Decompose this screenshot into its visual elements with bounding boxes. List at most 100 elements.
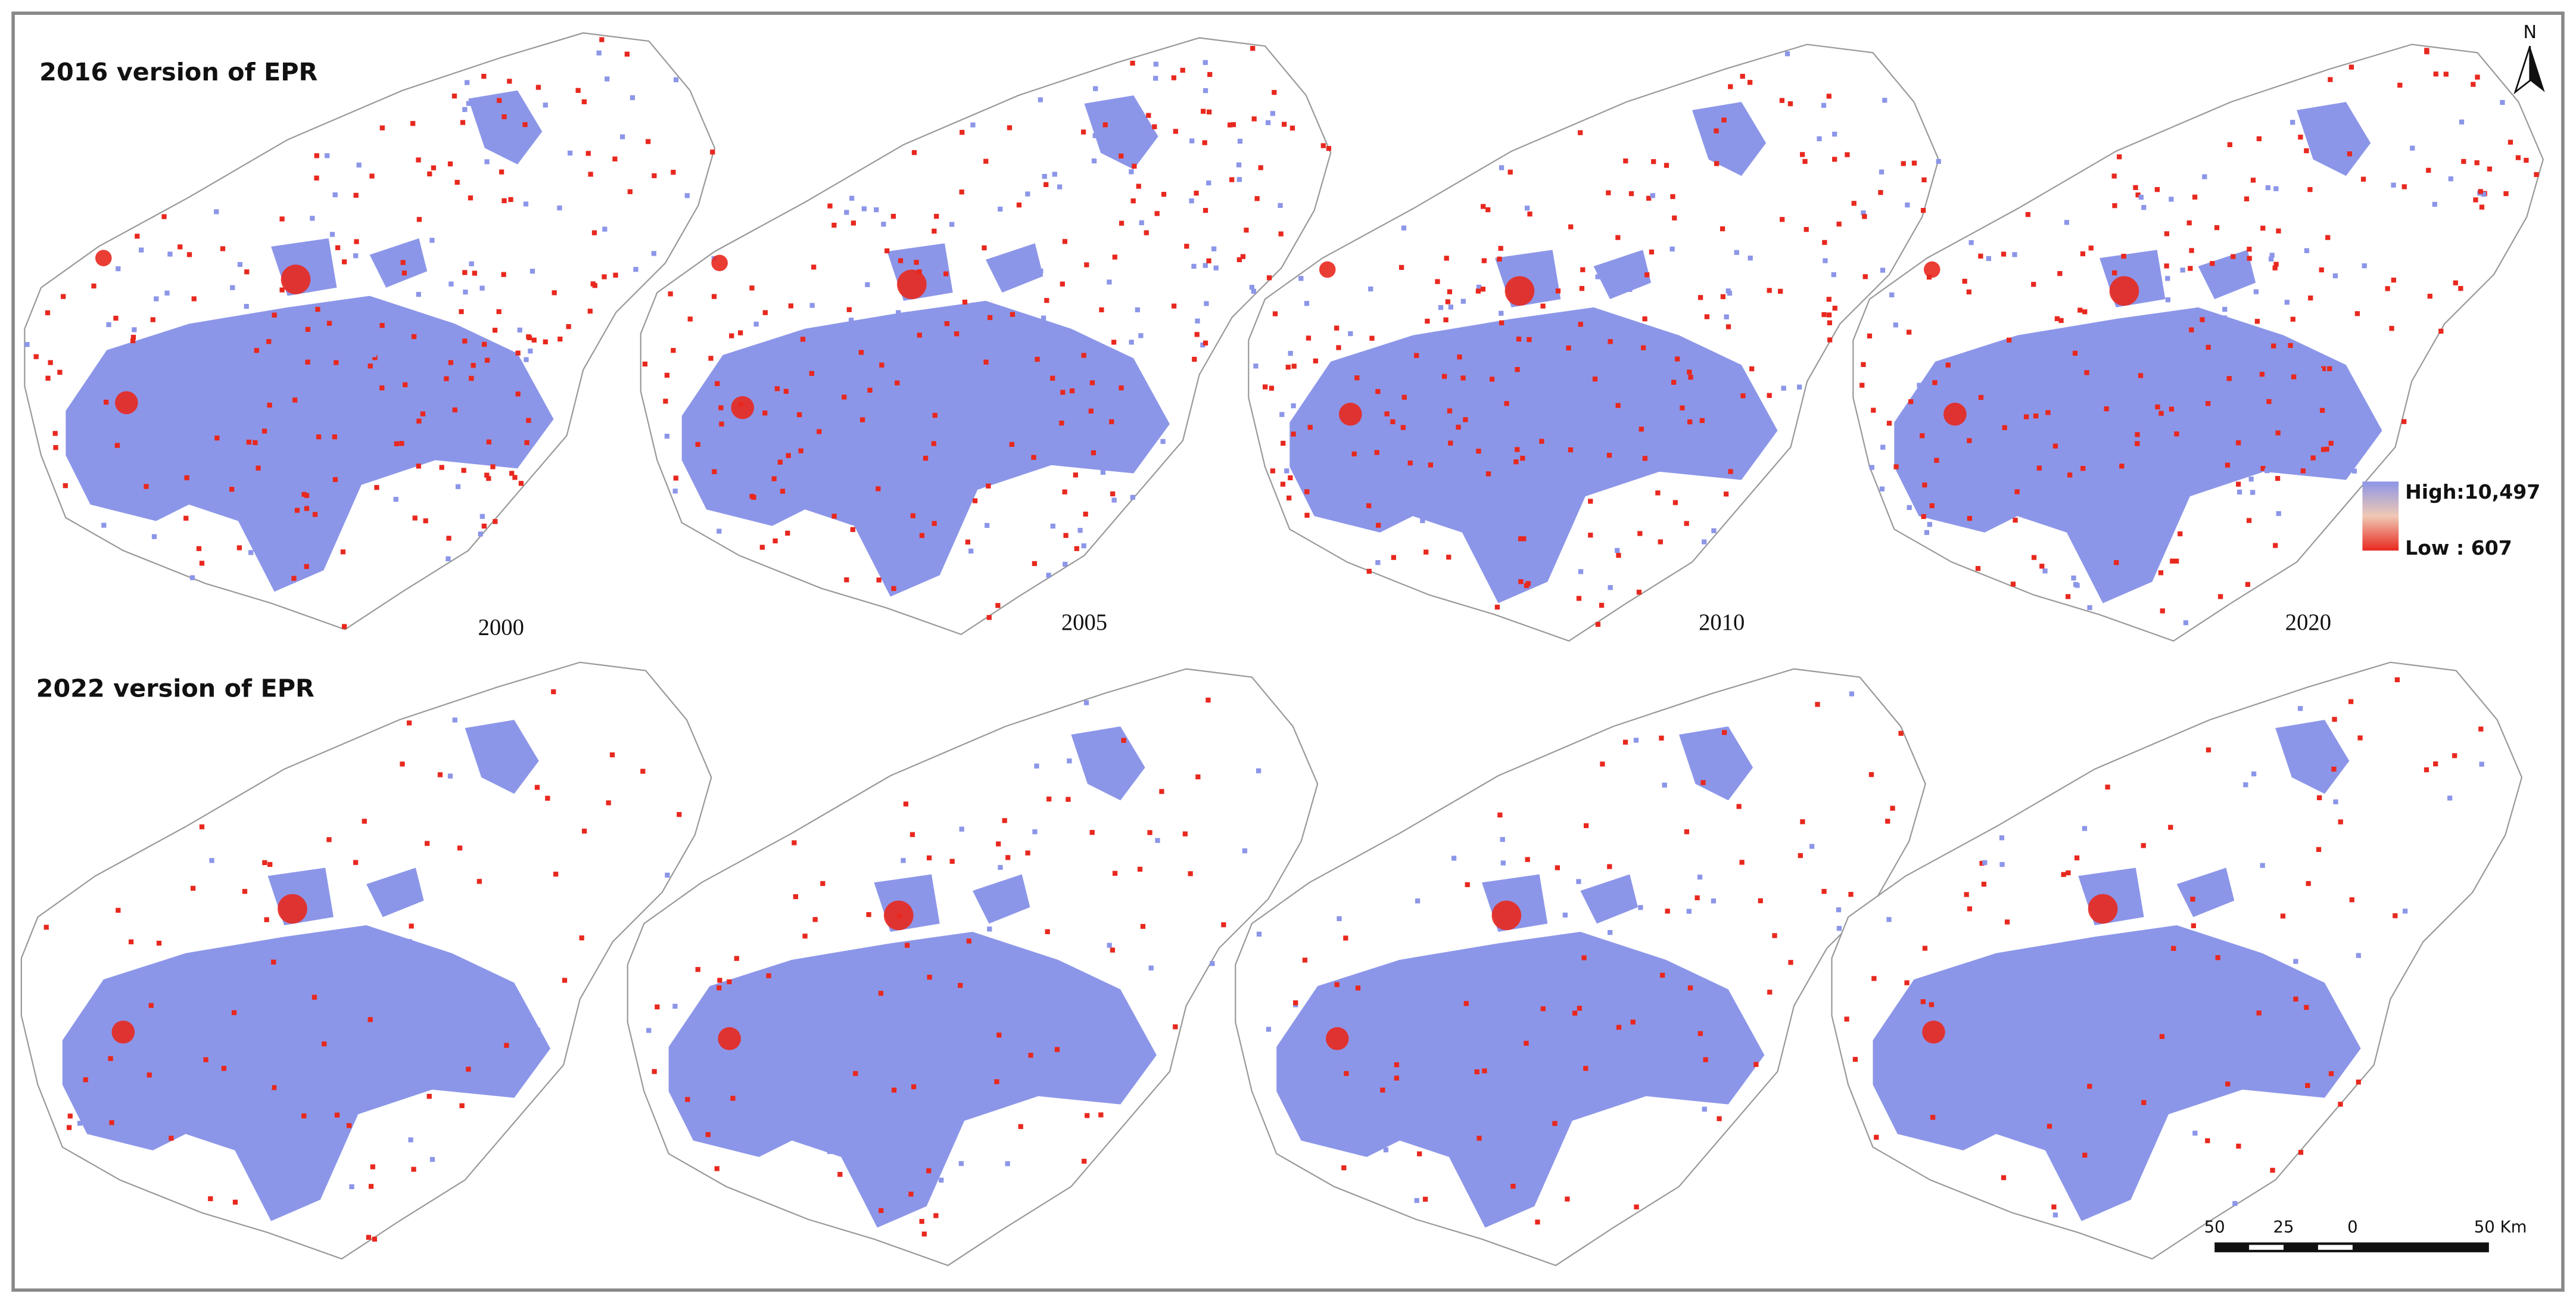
epr-cell [1025, 191, 1030, 197]
low-epr-cell [1121, 738, 1126, 743]
low-epr-cell [1231, 122, 1236, 127]
low-epr-cell [1084, 262, 1089, 268]
low-epr-cell [2389, 326, 2394, 331]
epr-cell [1578, 569, 1584, 574]
low-epr-cell [932, 412, 937, 418]
low-epr-cell [2331, 766, 2337, 772]
low-epr-cell [416, 418, 422, 424]
low-epr-cell [346, 1123, 352, 1128]
low-epr-cell [272, 312, 277, 318]
low-epr-cell [1616, 1025, 1622, 1030]
low-epr-cell [1822, 240, 1827, 245]
low-epr-cell [792, 840, 797, 845]
low-epr-cell [2114, 560, 2119, 565]
low-epr-cell [1922, 946, 1928, 951]
epr-cell [2071, 576, 2076, 581]
low-epr-cell [1723, 492, 1729, 497]
low-epr-cell [256, 465, 261, 471]
low-epr-cell [1291, 363, 1297, 369]
low-epr-cell [1739, 860, 1745, 865]
low-epr-cell [53, 445, 58, 450]
low-epr-cell [1010, 312, 1016, 317]
epr-cell [1634, 360, 1639, 365]
low-epr-cell [2452, 753, 2457, 758]
epr-cell [209, 858, 214, 863]
low-epr-cell [484, 357, 490, 363]
low-epr-cell [369, 173, 375, 179]
low-epr-cell [508, 197, 513, 203]
epr-cell [1692, 1013, 1697, 1018]
epr-cell [2171, 436, 2176, 441]
epr-cell [1046, 573, 1051, 578]
low-epr-cell [379, 125, 385, 130]
low-epr-cell [1507, 169, 1513, 175]
low-epr-cell [1475, 288, 1481, 294]
low-epr-cell [727, 979, 732, 985]
low-epr-cell [459, 1103, 465, 1109]
low-epr-cluster [1943, 402, 1967, 426]
epr-cell [408, 1137, 413, 1143]
low-epr-cell [1425, 318, 1430, 324]
high-epr-area [1678, 726, 1753, 801]
epr-cell [418, 1012, 423, 1018]
epr-cell [2264, 468, 2270, 474]
low-epr-cell [1736, 804, 1742, 809]
low-epr-cell [439, 465, 444, 470]
low-epr-cell [1826, 312, 1832, 318]
low-epr-cell [1031, 455, 1036, 460]
epr-cell [1298, 276, 1304, 281]
low-epr-cluster [95, 250, 112, 266]
low-epr-cell [183, 515, 189, 521]
low-epr-cell [466, 1066, 471, 1072]
low-epr-cell [342, 624, 347, 629]
low-epr-cell [1513, 459, 1519, 465]
epr-cell [739, 474, 745, 480]
low-epr-cell [1132, 163, 1137, 169]
low-epr-cell [304, 506, 310, 511]
low-epr-cell [1684, 829, 1690, 835]
low-epr-cell [1474, 1069, 1479, 1075]
high-epr-area [468, 90, 543, 164]
low-epr-cell [1456, 424, 1461, 430]
epr-cell [811, 465, 816, 471]
low-epr-cell [1278, 231, 1284, 237]
epr-cell [1337, 916, 1342, 922]
low-epr-cell [1740, 393, 1746, 399]
epr-cell [214, 209, 219, 214]
epr-cell [502, 396, 507, 402]
epr-cell [1699, 1043, 1704, 1049]
low-epr-cell [2328, 77, 2333, 82]
epr-cell [1879, 486, 1885, 492]
epr-cell [418, 403, 424, 408]
low-epr-cell [1687, 985, 1693, 991]
low-epr-cell [1445, 299, 1451, 304]
epr-cell [308, 540, 314, 546]
epr-cell [646, 1028, 652, 1033]
low-epr-cell [717, 985, 722, 991]
epr-cell [1438, 305, 1444, 310]
epr-cell [1889, 292, 1895, 298]
low-epr-cell [2051, 1204, 2057, 1209]
low-epr-cell [642, 361, 648, 367]
low-epr-cell [2189, 248, 2194, 253]
low-epr-cell [1670, 194, 1675, 200]
high-epr-area [2297, 102, 2371, 176]
epr-cell [2323, 384, 2329, 390]
low-epr-cell [1753, 1062, 1759, 1067]
low-epr-cell [1254, 196, 1260, 201]
low-epr-cell [853, 1071, 858, 1076]
low-epr-cell [846, 307, 852, 312]
epr-cell [2192, 1130, 2198, 1136]
low-epr-cell [2236, 1143, 2241, 1149]
low-epr-cell [340, 549, 346, 555]
epr-cell [1502, 439, 1507, 444]
low-epr-cell [1588, 499, 1593, 504]
low-epr-cell [444, 376, 449, 381]
epr-cell [1083, 700, 1089, 705]
low-epr-cell [1687, 419, 1693, 425]
low-epr-cell [2298, 135, 2303, 140]
low-epr-cell [1109, 419, 1114, 425]
epr-cell [1050, 523, 1055, 529]
low-epr-cell [186, 252, 192, 257]
low-epr-cell [2192, 194, 2198, 200]
